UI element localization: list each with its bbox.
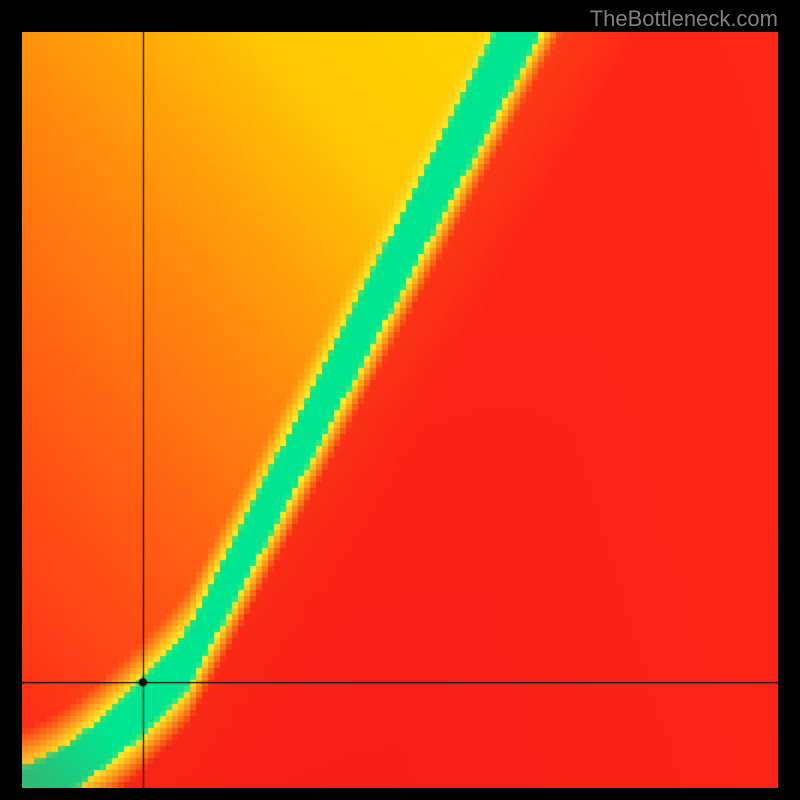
watermark-text: TheBottleneck.com [590,6,778,32]
crosshair-canvas [22,32,778,788]
root: TheBottleneck.com [0,0,800,800]
